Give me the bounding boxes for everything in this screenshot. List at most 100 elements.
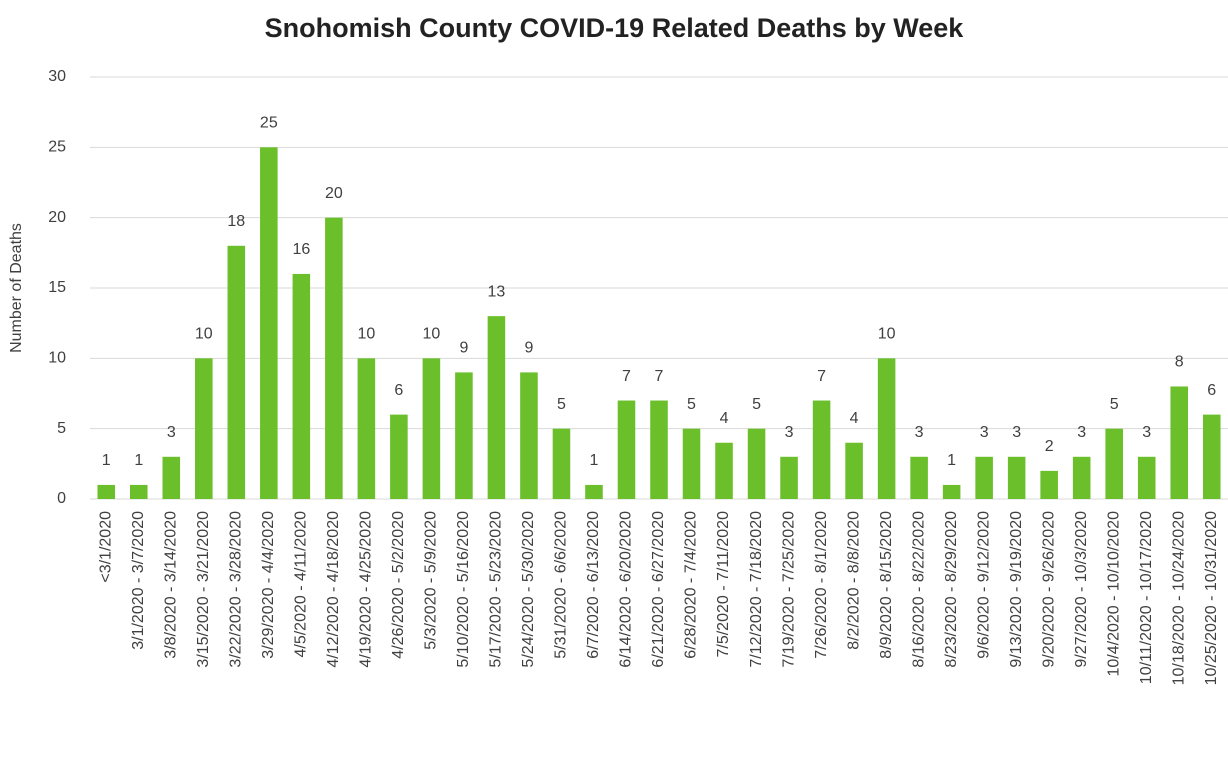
x-tick-label: 7/19/2020 - 7/25/2020 [780,511,797,668]
x-tick-label: 9/6/2020 - 9/12/2020 [975,511,992,659]
bar [1137,456,1156,499]
bar [129,484,148,499]
x-tick-label: 8/16/2020 - 8/22/2020 [910,511,927,668]
x-tick-label: 8/2/2020 - 8/8/2020 [845,511,862,650]
x-tick-label: 7/5/2020 - 7/11/2020 [715,511,732,658]
chart-title: Snohomish County COVID-19 Related Deaths… [265,13,965,43]
data-label: 3 [915,424,924,441]
bar [617,400,636,499]
data-label: 8 [1175,354,1184,371]
data-label: 1 [134,452,143,469]
bar [812,400,831,499]
data-label: 13 [488,283,506,300]
y-tick-label: 25 [48,139,66,156]
data-label: 3 [167,424,176,441]
bar [585,484,603,499]
x-tick-label: 5/3/2020 - 5/9/2020 [423,511,440,650]
bar [260,147,278,500]
data-label: 25 [260,115,278,132]
bar [422,358,441,499]
data-label: 20 [325,185,343,202]
x-tick-label: 8/9/2020 - 8/15/2020 [878,511,895,659]
bar [682,428,701,499]
x-tick-label: 7/12/2020 - 7/18/2020 [748,511,765,668]
y-axis-title: Number of Deaths [8,223,25,353]
data-label: 5 [687,396,696,413]
bar [975,456,993,499]
x-tick-label: 6/21/2020 - 6/27/2020 [650,511,667,668]
bar [227,245,246,499]
data-label: 4 [720,410,729,427]
bar [552,428,571,499]
x-tick-label: 9/20/2020 - 9/26/2020 [1040,511,1057,668]
x-tick-label: 9/13/2020 - 9/19/2020 [1008,511,1025,668]
x-tick-label: 4/19/2020 - 4/25/2020 [358,511,375,668]
y-tick-label: 0 [57,490,66,507]
y-tick-label: 30 [48,68,66,85]
bar [780,456,798,499]
data-label: 5 [752,396,761,413]
x-tick-label: 4/26/2020 - 5/2/2020 [390,511,407,659]
x-tick-label: 5/10/2020 - 5/16/2020 [455,511,472,668]
y-tick-label: 10 [48,350,66,367]
bar [1105,428,1123,499]
bar [390,414,408,499]
x-tick-label: 4/5/2020 - 4/11/2020 [293,511,310,658]
data-label: 7 [655,368,664,385]
data-label: 7 [622,368,631,385]
x-tick-label: 3/22/2020 - 3/28/2020 [228,511,245,668]
bar [715,442,733,499]
bar [942,484,961,499]
data-label: 1 [102,452,111,469]
x-tick-label: 6/28/2020 - 7/4/2020 [683,511,700,659]
x-tick-label: 10/18/2020 - 10/24/2020 [1170,511,1187,685]
y-tick-label: 5 [57,420,66,437]
data-label: 10 [878,326,896,343]
bar [1202,414,1221,499]
data-label: 18 [227,213,245,230]
x-tick-label: 5/31/2020 - 6/6/2020 [553,511,570,659]
bar [97,484,116,499]
data-label: 16 [292,241,310,258]
bar [162,456,181,499]
x-tick-label: 3/15/2020 - 3/21/2020 [195,511,212,668]
data-label: 2 [1045,438,1054,455]
bar [1072,456,1091,499]
bar [325,217,343,499]
data-label: 10 [423,326,441,343]
data-label: 9 [524,340,533,357]
data-label: 3 [1012,424,1021,441]
x-tick-label: 9/27/2020 - 10/3/2020 [1073,511,1090,668]
x-tick-label: 3/8/2020 - 3/14/2020 [163,511,180,659]
data-label: 1 [947,452,956,469]
data-label: 3 [980,424,989,441]
x-tick-label: 10/25/2020 - 10/31/2020 [1203,511,1220,685]
x-tick-label: 5/24/2020 - 5/30/2020 [520,511,537,668]
bar [1170,386,1189,499]
x-tick-label: <3/1/2020 [97,511,114,583]
bar [195,358,213,499]
x-tick-label: 8/23/2020 - 8/29/2020 [943,511,960,668]
bar [1007,456,1026,499]
x-tick-label: 5/17/2020 - 5/23/2020 [488,511,505,668]
data-label: 6 [394,382,403,399]
bar [877,358,896,499]
data-label: 10 [195,326,213,343]
bar [910,456,928,499]
bar [357,358,376,499]
data-label: 5 [1110,396,1119,413]
x-tick-label: 3/29/2020 - 4/4/2020 [260,511,277,659]
data-label: 1 [590,452,599,469]
x-tick-label: 4/12/2020 - 4/18/2020 [325,511,342,668]
x-tick-label: 3/1/2020 - 3/7/2020 [130,511,147,650]
data-label: 5 [557,396,566,413]
bar [487,316,506,499]
bar [845,442,863,499]
data-label: 3 [785,424,794,441]
data-label: 3 [1077,424,1086,441]
data-label: 7 [817,368,826,385]
data-label: 3 [1142,424,1151,441]
x-tick-label: 10/11/2020 - 10/17/2020 [1138,511,1155,684]
x-tick-label: 7/26/2020 - 8/1/2020 [813,511,830,659]
